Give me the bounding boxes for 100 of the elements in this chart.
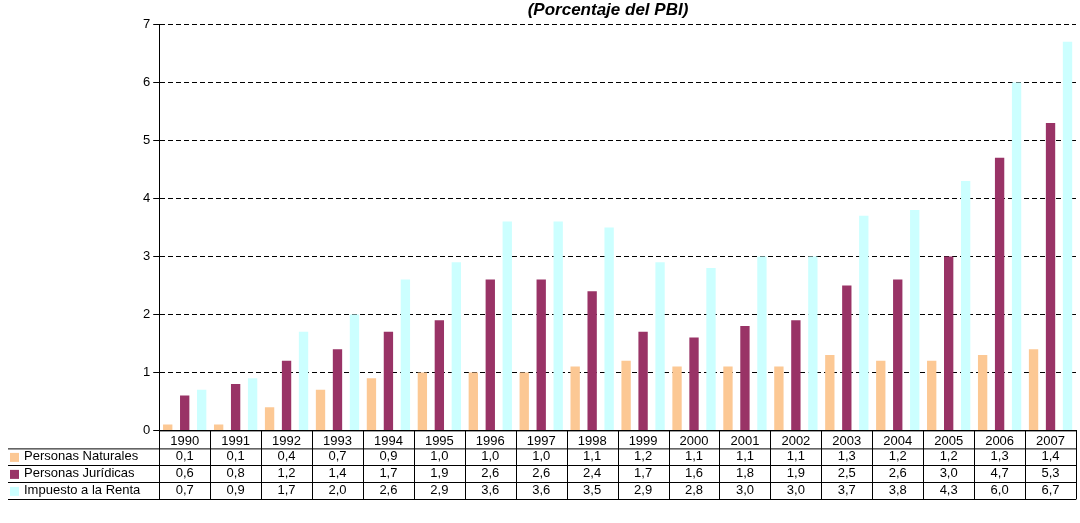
data-label: 2,0 — [328, 482, 347, 498]
bar — [910, 210, 920, 430]
bar — [536, 279, 546, 430]
data-label: 1,1 — [684, 448, 704, 464]
bar — [825, 355, 835, 430]
bar — [1011, 82, 1022, 430]
data-label: 0,8 — [226, 465, 245, 481]
data-label: 1,2 — [939, 448, 958, 464]
bar — [791, 320, 801, 430]
data-label: 0,4 — [277, 448, 296, 464]
bar — [400, 279, 411, 430]
bar — [723, 366, 733, 430]
data-label: 1,6 — [684, 465, 704, 481]
bar — [808, 256, 818, 430]
data-label: 1,8 — [735, 465, 754, 481]
data-label: 6,0 — [990, 482, 1009, 498]
bar — [213, 424, 224, 430]
bar — [944, 256, 954, 430]
x-tick-label: 1994 — [373, 432, 403, 448]
data-label: 2,4 — [583, 465, 602, 481]
bar — [485, 279, 495, 430]
data-label: 0,1 — [226, 448, 245, 464]
y-tick-label: 3 — [143, 247, 151, 263]
legend-label: Impuesto a la Renta — [24, 482, 142, 498]
x-tick-label: 1995 — [424, 432, 454, 448]
bar — [757, 256, 767, 430]
data-label: 0,7 — [328, 448, 347, 464]
data-label: 2,6 — [379, 482, 398, 498]
data-label: 1,7 — [379, 465, 398, 481]
data-label: 1,0 — [481, 448, 500, 464]
data-label: 1,1 — [786, 448, 805, 464]
x-tick-label: 1993 — [323, 432, 352, 448]
data-label: 1,3 — [990, 448, 1009, 464]
bar — [434, 320, 445, 430]
data-label: 4,3 — [939, 482, 958, 498]
bar — [1045, 123, 1056, 430]
x-tick-label: 2000 — [679, 432, 709, 448]
x-tick-label: 2001 — [730, 432, 760, 448]
bar — [247, 378, 258, 430]
data-label: 1,2 — [888, 448, 907, 464]
bar — [366, 378, 377, 430]
data-label: 3,0 — [786, 482, 805, 498]
x-tick-label: 1990 — [170, 432, 200, 448]
bar — [672, 366, 682, 430]
bar — [689, 337, 699, 430]
bar — [264, 407, 275, 430]
data-label: 4,7 — [990, 465, 1009, 481]
data-label: 1,0 — [532, 448, 551, 464]
bar — [281, 360, 292, 430]
bar — [502, 221, 512, 430]
bar — [1062, 41, 1073, 430]
data-label: 1,7 — [634, 465, 653, 481]
bar — [774, 366, 784, 430]
bar — [927, 360, 937, 430]
x-tick-label: 2004 — [883, 432, 913, 448]
data-label: 1,4 — [328, 465, 347, 481]
data-label: 1,3 — [837, 448, 856, 464]
bar — [332, 349, 343, 430]
data-label: 2,5 — [837, 465, 856, 481]
data-label: 0,9 — [226, 482, 245, 498]
bar — [893, 279, 903, 430]
bar — [349, 314, 360, 430]
bar — [383, 331, 394, 430]
x-tick-label: 1998 — [577, 432, 607, 448]
data-label: 2,6 — [888, 465, 907, 481]
x-tick-label: 1991 — [221, 432, 251, 448]
x-tick-label: 1992 — [272, 432, 302, 448]
data-label: 3,0 — [939, 465, 958, 481]
data-label: 3,8 — [888, 482, 907, 498]
bar — [417, 372, 428, 430]
y-tick-label: 0 — [143, 421, 151, 437]
bar — [1028, 349, 1039, 430]
bar — [740, 326, 750, 430]
data-label: 0,7 — [175, 482, 194, 498]
bar — [994, 157, 1005, 430]
bar — [977, 355, 988, 430]
y-tick-label: 4 — [143, 189, 151, 205]
data-label: 3,6 — [481, 482, 500, 498]
data-label: 0,9 — [379, 448, 398, 464]
x-tick-label: 2007 — [1036, 432, 1065, 448]
bar — [519, 372, 529, 430]
bar — [163, 424, 173, 430]
data-label: 3,7 — [837, 482, 856, 498]
bar — [859, 215, 869, 430]
x-tick-label: 2002 — [781, 432, 811, 448]
bar — [587, 291, 597, 430]
x-tick-label: 2003 — [832, 432, 862, 448]
data-label: 1,4 — [1041, 448, 1060, 464]
y-tick-label: 7 — [143, 15, 151, 31]
bar — [960, 181, 971, 430]
data-label: 1,0 — [430, 448, 449, 464]
data-label: 5,3 — [1041, 465, 1060, 481]
data-label: 3,5 — [583, 482, 602, 498]
data-label: 2,9 — [430, 482, 449, 498]
bar — [638, 331, 648, 430]
bar — [655, 262, 665, 430]
bar — [230, 384, 241, 430]
bar — [315, 389, 326, 430]
data-label: 1,7 — [277, 482, 296, 498]
y-tick-label: 1 — [143, 363, 151, 379]
